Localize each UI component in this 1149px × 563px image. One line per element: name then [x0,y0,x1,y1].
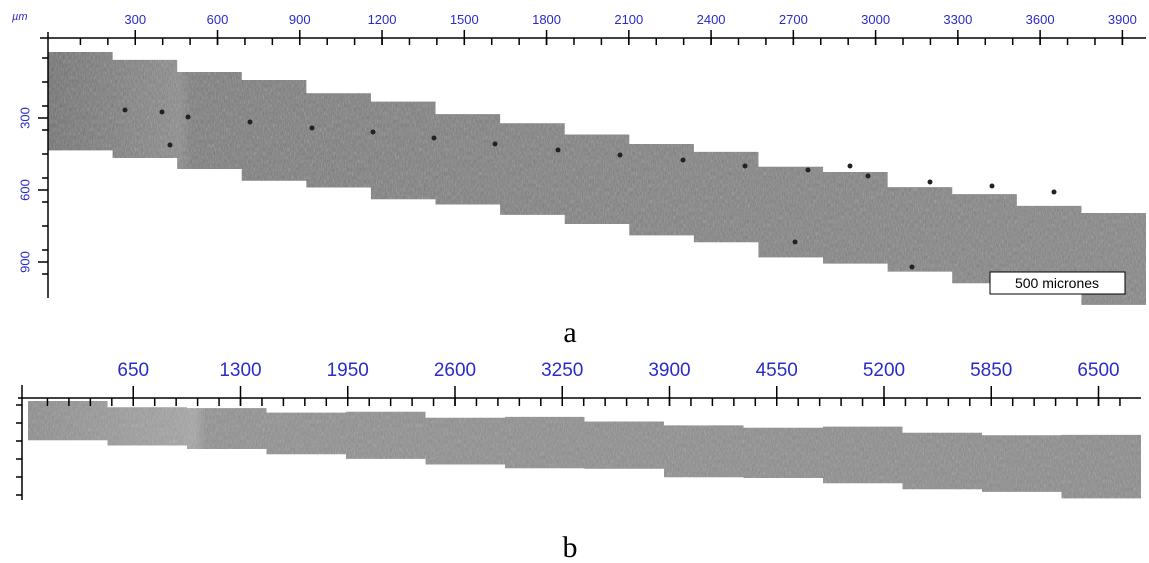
particle [617,152,623,158]
x-tick-label: 3250 [541,360,583,381]
micrograph-mosaic [48,51,1146,305]
x-tick-label: 1300 [219,360,261,381]
x-tick-label: 6500 [1077,360,1119,381]
particle [865,173,871,179]
particle [247,119,253,125]
particle [680,157,686,163]
particle [805,167,811,173]
x-tick-label: 2400 [697,12,726,27]
y-tick-label: 600 [17,179,32,201]
y-tick-label: 300 [17,107,32,129]
x-tick-label: 2600 [434,360,476,381]
particle [742,163,748,169]
particle [792,239,798,245]
x-tick-label: 2100 [614,12,643,27]
particle [909,264,915,270]
x-tick-label: 600 [207,12,229,27]
x-tick-label: 3900 [1108,12,1137,27]
particle [167,142,173,148]
x-tick-label: 1200 [368,12,397,27]
particle [927,179,933,185]
micrograph-mosaic [28,400,1141,499]
particle [989,183,995,189]
content: 300 600 900 1200 1500 1800 2100 2400 2700 3000 330… [16,12,1146,500]
x-tick-label: 3300 [943,12,972,27]
scale-bar-label: 500 micrones [1015,275,1099,291]
particle [847,163,853,169]
particle [159,109,165,115]
x-tick-label: 5850 [970,360,1012,381]
x-tick-label: 650 [117,360,149,381]
particle [122,107,128,113]
caption: b [563,531,578,563]
caption: a [563,316,576,349]
x-tick-label: 2700 [779,12,808,27]
x-tick-label: 1950 [327,360,369,381]
particle [370,129,376,135]
particle [309,125,315,131]
x-tick-label: 5200 [863,360,905,381]
x-tick-label: 1800 [532,12,561,27]
particle [1051,189,1057,195]
x-tick-label: 1500 [450,12,479,27]
scale-bar [989,271,1126,295]
x-tick-label: 4550 [756,360,798,381]
x-tick-label: 3600 [1026,12,1055,27]
unit-label: µm [12,11,28,23]
particle [185,114,191,120]
particle [555,147,561,153]
x-tick-label: 300 [124,12,146,27]
particle [431,135,437,141]
x-tick-label: 3000 [861,12,890,27]
x-tick-label: 3900 [648,360,690,381]
x-tick-label: 900 [289,12,311,27]
y-tick-label: 900 [17,251,32,273]
particle [492,141,498,147]
